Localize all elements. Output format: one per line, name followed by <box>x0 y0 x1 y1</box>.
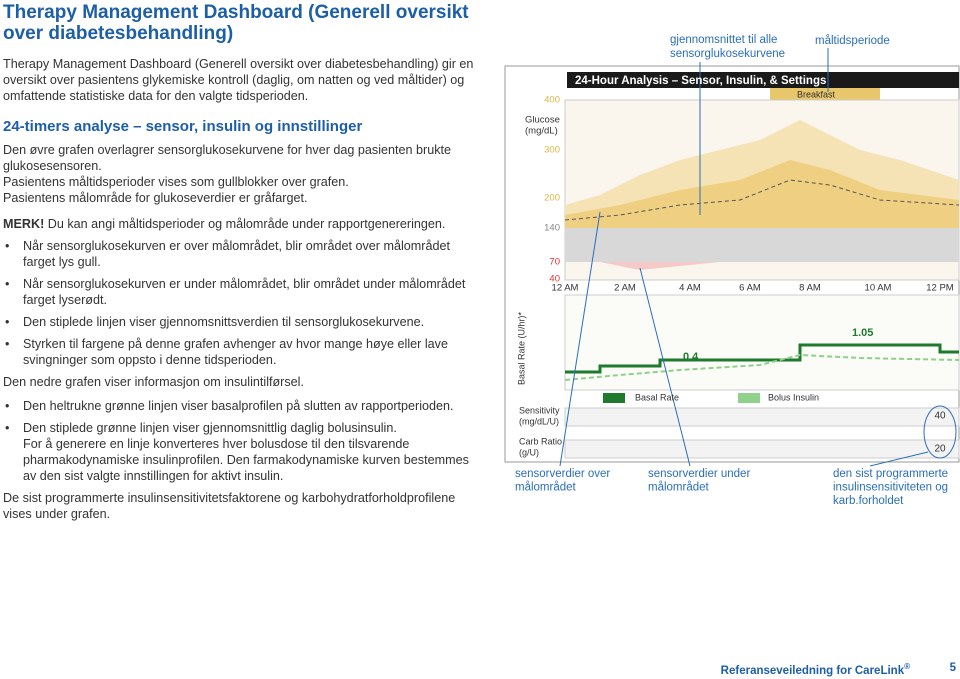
time-label: 10 AM <box>865 283 892 294</box>
glucose-tick: 200 <box>544 193 560 204</box>
callout-text: karb.forholdet <box>833 495 904 507</box>
legend-swatch <box>738 393 760 403</box>
note-text: Du kan angi måltidsperioder og målområde… <box>47 217 446 231</box>
title: Therapy Management Dashboard (Generell o… <box>3 2 469 44</box>
axis-label: Glucose <box>525 115 560 126</box>
average-line <box>564 179 960 221</box>
callout-text: måltidsperiode <box>815 35 890 47</box>
callout-text: insulinsensitiviteten og <box>833 482 948 494</box>
carb-row <box>564 439 960 459</box>
callout-line <box>559 211 601 467</box>
time-label: 4 AM <box>679 283 701 294</box>
section-text: Den øvre grafen overlagrer sensorglukose… <box>3 142 481 206</box>
glucose-tick: 400 <box>544 95 560 106</box>
screenshot-title: 24-Hour Analysis – Sensor, Insulin, & Se… <box>575 75 826 87</box>
time-label: 8 AM <box>799 283 821 294</box>
section-heading: 24-timers analyse – sensor, insulin og i… <box>3 118 363 135</box>
bolus-line <box>564 353 960 381</box>
sensitivity-row <box>564 407 960 427</box>
callout-text: den sist programmerte <box>833 468 948 480</box>
glucose-tick: 40 <box>549 274 560 285</box>
bullet: Den stiplede linjen viser gjennomsnittsv… <box>5 314 481 330</box>
callout-text: gjennomsnittet til alle <box>670 34 777 46</box>
page-number: 5 <box>949 662 956 674</box>
glucose-tick: 140 <box>544 223 560 234</box>
footer: Referanseveiledning for CareLink® <box>721 662 910 677</box>
target-range <box>565 228 959 262</box>
callout-text: sensorglukosekurvene <box>670 48 785 60</box>
meal-label: Breakfast <box>797 89 836 99</box>
row-label: (g/U) <box>519 447 539 457</box>
insulin-plot <box>564 294 960 391</box>
line: Pasientens målområde for glukoseverdier … <box>3 191 308 205</box>
callout-circle <box>923 405 957 459</box>
line: Den stiplede grønne linjen viser gjennom… <box>23 421 397 435</box>
time-label: 12 AM <box>552 283 579 294</box>
bullet: Den stiplede grønne linjen viser gjennom… <box>5 420 481 484</box>
time-label: 2 AM <box>614 283 636 294</box>
callout-line <box>639 267 691 467</box>
line: Pasientens måltidsperioder vises som gul… <box>3 175 349 189</box>
line: For å generere en linje konverteres hver… <box>23 437 469 483</box>
callout-text: målområdet <box>648 482 710 494</box>
footer-mark: ® <box>904 662 910 671</box>
glucose-tick: 300 <box>544 145 560 156</box>
above-target-strong <box>565 160 959 228</box>
basal-value: 0.4 <box>683 351 699 363</box>
bullet: Når sensorglukosekurven er under målområ… <box>5 276 481 308</box>
basal-line <box>565 343 959 374</box>
axis-label: (mg/dL) <box>525 126 558 137</box>
note-label: MERK! <box>3 217 45 231</box>
legend-label: Basal Rate <box>635 392 679 402</box>
basal-value: 1.05 <box>852 327 873 339</box>
callout-text: målområdet <box>515 482 577 494</box>
line: Den øvre grafen overlagrer sensorglukose… <box>3 143 452 173</box>
footer-text: Referanseveiledning for CareLink <box>720 664 905 677</box>
time-label: 12 PM <box>926 283 954 294</box>
below-target <box>600 262 720 270</box>
callout-line <box>869 451 929 467</box>
glucose-tick: 70 <box>549 257 560 268</box>
bullet: Når sensorglukosekurven er over målområd… <box>5 238 481 270</box>
time-label: 6 AM <box>739 283 761 294</box>
basal-axis-label: Basal Rate (U/hr)* <box>516 311 526 385</box>
row-label: Carb Ratio <box>519 436 562 446</box>
row-label: (mg/dL/U) <box>519 416 559 426</box>
bullet: Styrken til fargene på denne grafen avhe… <box>5 336 481 368</box>
carb-value: 20 <box>934 444 946 455</box>
meal-block <box>770 88 880 100</box>
intro: Therapy Management Dashboard (Generell o… <box>3 57 474 103</box>
text-column: Therapy Management Dashboard (Generell o… <box>3 2 481 522</box>
row-label: Sensitivity <box>519 405 560 415</box>
insulin-bullets: Den heltrukne grønne linjen viser basalp… <box>3 398 481 484</box>
note: MERK! Du kan angi måltidsperioder og mål… <box>3 216 481 232</box>
callout-text: sensorverdier under <box>648 468 750 480</box>
sensitivity-value: 40 <box>934 411 946 422</box>
line: Den heltrukne grønne linjen viser basalp… <box>23 399 454 413</box>
callout-text: sensorverdier over <box>515 468 610 480</box>
sensor-bullets: Når sensorglukosekurven er over målområd… <box>3 238 481 368</box>
legend-label: Bolus Insulin <box>768 392 819 402</box>
legend-swatch <box>603 393 625 403</box>
settings-text: De sist programmerte insulinsensitivitet… <box>3 491 456 521</box>
bullet: Den heltrukne grønne linjen viser basalp… <box>5 398 481 414</box>
screenshot-titlebar <box>567 72 959 88</box>
insulin-intro: Den nedre grafen viser informasjon om in… <box>3 375 304 389</box>
